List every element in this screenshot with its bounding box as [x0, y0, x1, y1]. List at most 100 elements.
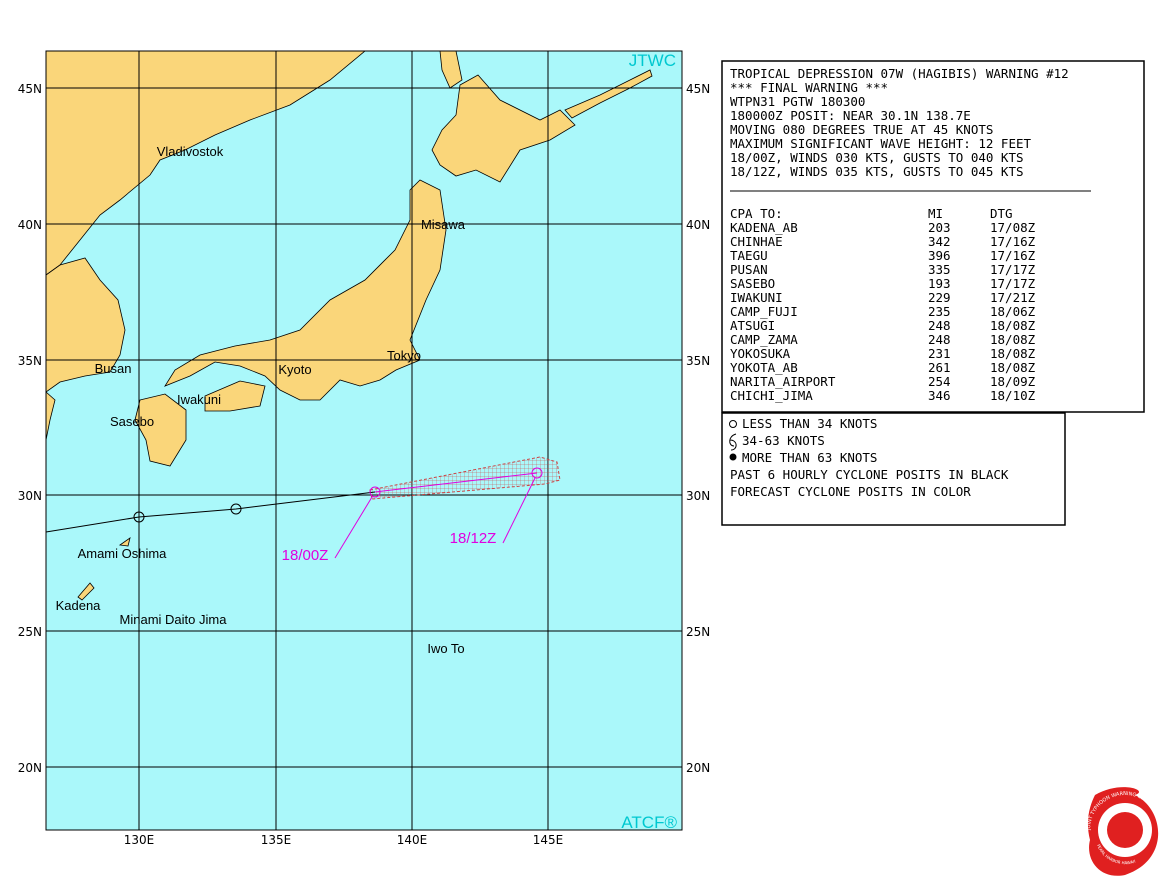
cpa-site: CAMP_ZAMA — [730, 332, 798, 347]
cpa-miles: 254 — [928, 374, 951, 389]
cpa-time: 18/10Z — [990, 388, 1036, 403]
legend-icon — [729, 420, 737, 428]
lon-label: 145E — [533, 833, 564, 847]
lat-labels-left: 45N 40N 35N 30N 25N 20N — [18, 82, 42, 775]
cpa-miles: 203 — [928, 220, 951, 235]
cpa-site: CHICHI_JIMA — [730, 388, 813, 403]
lat-label: 35N — [686, 354, 710, 368]
cpa-miles: 335 — [928, 262, 951, 277]
cpa-miles: 193 — [928, 276, 951, 291]
cpa-site: CAMP_FUJI — [730, 304, 798, 319]
lat-label: 30N — [18, 489, 42, 503]
place-label: Iwakuni — [177, 392, 221, 407]
cpa-time: 18/06Z — [990, 304, 1036, 319]
warning-box — [721, 60, 1145, 413]
warning-line: 18/12Z, WINDS 035 KTS, GUSTS TO 045 KTS — [730, 164, 1024, 179]
cpa-header: DTG — [990, 206, 1013, 221]
place-label: Kadena — [56, 598, 102, 613]
cpa-site: NARITA_AIRPORT — [730, 374, 836, 389]
lat-label: 40N — [686, 218, 710, 232]
cpa-table: KADENA_AB 203 17/08Z CHINHAE 342 17/16Z TAEGU 3… — [730, 220, 1036, 403]
past-posit — [133, 511, 145, 523]
place-label: Iwo To — [427, 641, 464, 656]
warning-line: 18/00Z, WINDS 030 KTS, GUSTS TO 040 KTS — [730, 150, 1024, 165]
forecast-track — [374, 472, 538, 493]
lat-labels-right: 45N 40N 35N 30N 25N 20N — [686, 82, 710, 775]
lat-label: 20N — [18, 761, 42, 775]
korea — [46, 257, 126, 393]
logo-center — [1107, 812, 1143, 848]
cpa-time: 17/16Z — [990, 248, 1036, 263]
legend-text: LESS THAN 34 KNOTS 34-63 KNOTS MORE THAN 6… — [730, 416, 1009, 499]
warning-line: WTPN31 PGTW 180300 — [730, 94, 865, 109]
place-label: Kyoto — [278, 362, 311, 377]
lon-label: 135E — [261, 833, 292, 847]
cpa-miles: 346 — [928, 388, 951, 403]
lon-labels: 130E 135E 140E 145E — [124, 833, 564, 847]
cpa-miles: 396 — [928, 248, 951, 263]
map-frame — [45, 50, 683, 831]
cpa-time: 17/17Z — [990, 262, 1036, 277]
cpa-site: IWAKUNI — [730, 290, 783, 305]
lat-label: 20N — [686, 761, 710, 775]
place-label: Sasebo — [110, 414, 154, 429]
shikoku — [204, 380, 266, 412]
cpa-time: 17/21Z — [990, 290, 1036, 305]
china-coast — [46, 391, 56, 441]
lat-label: 30N — [686, 489, 710, 503]
lat-label: 25N — [686, 625, 710, 639]
honshu — [164, 179, 447, 401]
place-label: Tokyo — [387, 348, 421, 363]
leader-line — [502, 477, 536, 544]
cpa-time: 17/17Z — [990, 276, 1036, 291]
okinawa — [77, 582, 95, 601]
lat-label: 45N — [18, 82, 42, 96]
cpa-time: 17/16Z — [990, 234, 1036, 249]
legend-line: LESS THAN 34 KNOTS — [742, 416, 877, 431]
cpa-miles: 248 — [928, 332, 951, 347]
cpa-miles: 235 — [928, 304, 951, 319]
lon-label: 130E — [124, 833, 155, 847]
past-track — [46, 491, 376, 533]
time-label: 18/00Z — [282, 547, 329, 564]
legend-line: FORECAST CYCLONE POSITS IN COLOR — [730, 484, 971, 499]
warning-line: MOVING 080 DEGREES TRUE AT 45 KNOTS — [730, 122, 993, 137]
warning-line: *** FINAL WARNING *** — [730, 80, 888, 95]
time-label: 18/12Z — [450, 530, 497, 547]
lat-label: 35N — [18, 354, 42, 368]
hokkaido — [431, 74, 576, 183]
logo: JOINT TYPHOON WARNING CENTER PEARL HARBO… — [1086, 787, 1159, 876]
warning-line: MAXIMUM SIGNIFICANT WAVE HEIGHT: 12 FEET — [730, 136, 1031, 151]
lat-label: 25N — [18, 625, 42, 639]
cpa-miles: 231 — [928, 346, 951, 361]
places: Vladivostok Misawa Busan Kyoto Tokyo Iwa… — [56, 144, 466, 656]
cpa-time: 18/09Z — [990, 374, 1036, 389]
warning-text: TROPICAL DEPRESSION 07W (HAGIBIS) WARNIN… — [730, 66, 1069, 179]
current-posit — [369, 486, 381, 498]
cpa-header: CPA TO: — [730, 206, 783, 221]
warning-line: TROPICAL DEPRESSION 07W (HAGIBIS) WARNIN… — [730, 66, 1069, 81]
cpa-site: ATSUGI — [730, 318, 775, 333]
grid — [46, 51, 682, 830]
lat-label: 45N — [686, 82, 710, 96]
cpa-time: 18/08Z — [990, 360, 1036, 375]
cpa-site: TAEGU — [730, 248, 768, 263]
lat-label: 40N — [18, 218, 42, 232]
legend-icon — [729, 453, 737, 461]
cpa-site: YOKOTA_AB — [730, 360, 798, 375]
cpa-time: 18/08Z — [990, 318, 1036, 333]
cpa-miles: 229 — [928, 290, 951, 305]
legend-icon — [729, 433, 737, 451]
place-label: Misawa — [421, 217, 466, 232]
legend-line: MORE THAN 63 KNOTS — [742, 450, 877, 465]
kurils — [564, 69, 653, 119]
cpa-miles: 248 — [928, 318, 951, 333]
corner-label: ATCF® — [621, 813, 677, 832]
legend-line: 34-63 KNOTS — [742, 433, 825, 448]
warning-line: 180000Z POSIT: NEAR 30.1N 138.7E — [730, 108, 971, 123]
lon-label: 140E — [397, 833, 428, 847]
cpa-site: YOKOSUKA — [730, 346, 791, 361]
place-label: Vladivostok — [157, 144, 224, 159]
cpa-site: CHINHAE — [730, 234, 783, 249]
